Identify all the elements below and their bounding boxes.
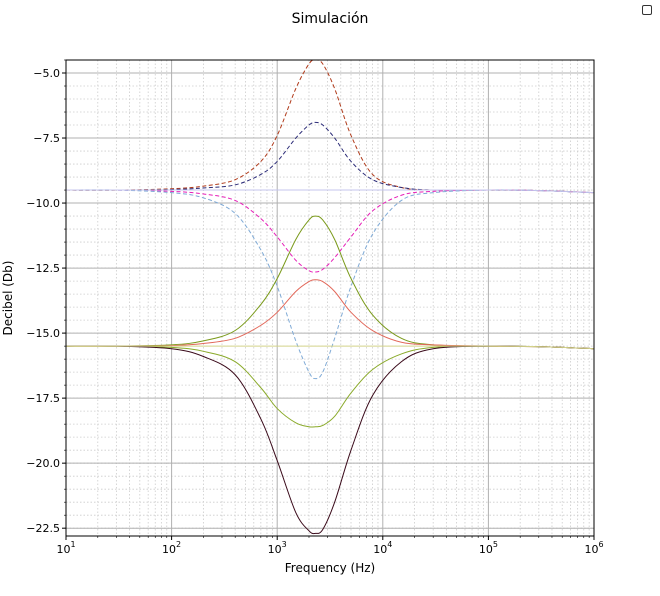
x-tick-label: 104 — [373, 540, 392, 556]
x-tick-label: 102 — [162, 540, 181, 556]
grid — [65, 59, 595, 536]
series-group — [65, 59, 595, 535]
series-line-10 — [66, 345, 595, 350]
y-tick-label: −22.5 — [26, 522, 60, 535]
series-line-6 — [65, 215, 595, 350]
series-line-8 — [65, 345, 595, 428]
y-tick-label: −15.0 — [26, 327, 60, 340]
y-tick-label: −17.5 — [26, 392, 60, 405]
series-line-5 — [66, 189, 595, 194]
y-tick-label: −12.5 — [26, 262, 60, 275]
y-tick-label: −20.0 — [26, 457, 60, 470]
y-tick-label: −5.0 — [33, 67, 60, 80]
x-tick-label: 105 — [479, 540, 498, 556]
plot-frame — [65, 59, 595, 537]
y-tick-label: −10.0 — [26, 197, 60, 210]
y-tick-label: −7.5 — [33, 132, 60, 145]
series-line-4 — [65, 189, 595, 380]
series-line-9 — [65, 345, 595, 535]
x-tick-label: 101 — [56, 540, 75, 556]
x-tick-label: 103 — [268, 540, 287, 556]
legend-toggle-checkbox[interactable] — [642, 5, 652, 15]
tick-group: 101 102 103 104 105 106 −5.0 −7.5 −10.0 −12.5 −15.… — [26, 59, 604, 556]
x-tick-label: 106 — [584, 540, 603, 556]
series-line-3 — [65, 189, 595, 273]
series-line-2 — [65, 121, 595, 194]
x-axis-label: Frequency (Hz) — [285, 561, 376, 575]
chart-title: Simulación — [292, 11, 369, 27]
series-line-7 — [65, 279, 595, 350]
y-axis-label: Decibel (Db) — [1, 261, 15, 336]
series-line-1 — [65, 59, 595, 194]
